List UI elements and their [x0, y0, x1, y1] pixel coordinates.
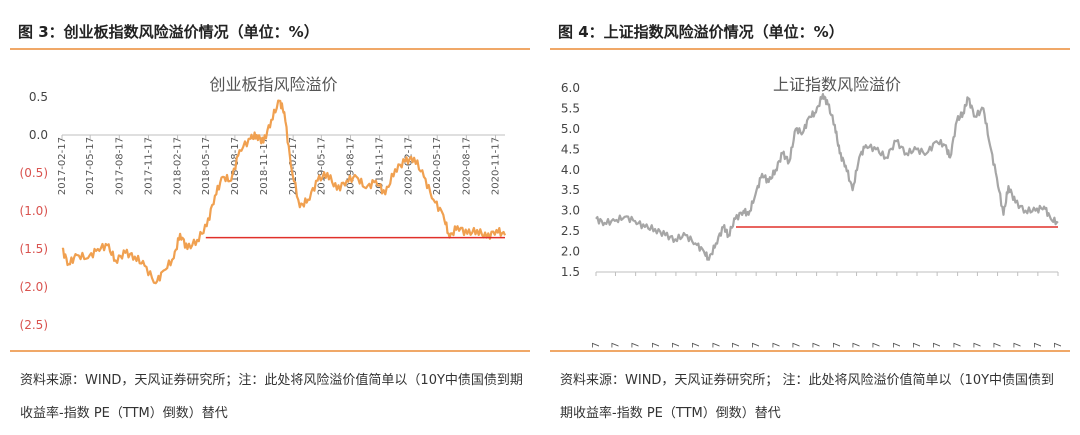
x-tick-label: 2017-06-17 — [631, 342, 642, 348]
x-tick-label: 2017-05-17 — [85, 137, 96, 195]
y-tick-label: (2.0) — [20, 280, 48, 294]
chart-title: 创业板指风险溢价 — [209, 75, 337, 94]
y-tick-label: 6.0 — [561, 81, 580, 95]
x-tick-label: 2018-11-17 — [259, 137, 270, 195]
y-tick-label: (2.5) — [20, 318, 48, 332]
y-tick-label: 5.5 — [561, 101, 580, 115]
x-tick-label: 2019-02-17 — [288, 137, 299, 195]
risk-premium-chart-sse: 上证指数风险溢价 1.5 2.0 2.5 3.0 3.5 4.0 4.5 5.0 5.5 6.0 20… — [561, 75, 1064, 348]
x-tick-label: 2018-02-17 — [712, 342, 723, 348]
caption-divider — [10, 48, 530, 50]
x-tick-label: 2019-05-17 — [316, 137, 327, 195]
x-tick-label: 2019-08-17 — [345, 137, 356, 195]
risk-premium-line — [61, 99, 507, 285]
y-tick-label: 5.0 — [561, 122, 580, 136]
x-tick-label: 2019-12-17 — [932, 342, 943, 348]
x-tick-label: 2018-10-17 — [791, 342, 802, 348]
x-tick-label: 2020-08-17 — [461, 137, 472, 195]
x-tick-label: 2018-12-17 — [812, 342, 823, 348]
x-tick-label: 2017-08-17 — [114, 137, 125, 195]
x-tick-label: 2019-11-17 — [375, 137, 386, 195]
x-tick-label: 2020-02-17 — [953, 342, 964, 348]
x-tick-label: 2020-06-17 — [993, 342, 1004, 348]
x-tick-label: 2018-05-17 — [201, 137, 212, 195]
x-tick-label: 2018-08-17 — [771, 342, 782, 348]
y-tick-label: 0.0 — [29, 128, 48, 142]
x-tick-label: 2019-02-17 — [832, 342, 843, 348]
x-tick-label: 2017-08-17 — [651, 342, 662, 348]
x-tick-label: 2020-04-17 — [972, 342, 983, 348]
x-tick-label: 2019-04-17 — [852, 342, 863, 348]
chart-title: 上证指数风险溢价 — [773, 75, 901, 94]
y-tick-label: 4.5 — [561, 142, 580, 156]
x-tick-label: 2018-06-17 — [751, 342, 762, 348]
source-divider — [550, 350, 1070, 352]
y-tick-label: (0.5) — [20, 166, 48, 180]
x-tick-label: 2020-05-17 — [432, 137, 443, 195]
x-tick-label: 2017-10-17 — [671, 342, 682, 348]
y-tick-label: 2.0 — [561, 245, 580, 259]
chart-panel-right: 图 4：上证指数风险溢价情况（单位：%） 上证指数风险溢价 1.5 2.0 2.5 3.… — [550, 0, 1070, 435]
figure-caption: 图 3：创业板指数风险溢价情况（单位：%） — [18, 23, 319, 41]
x-tick-label: 2019-06-17 — [872, 342, 883, 348]
x-tick-label: 2017-04-17 — [610, 342, 621, 348]
y-tick-label: 3.5 — [561, 183, 580, 197]
x-tick-label: 2020-08-17 — [1013, 342, 1024, 348]
x-tick-label: 2019-08-17 — [892, 342, 903, 348]
figure-caption: 图 4：上证指数风险溢价情况（单位：%） — [558, 23, 844, 41]
x-tick-label: 2017-02-17 — [591, 342, 602, 348]
x-tick-label: 2019-10-17 — [912, 342, 923, 348]
y-tick-label: 4.0 — [561, 163, 580, 177]
source-note: 资料来源：WIND，天风证券研究所；注：此处将风险溢价值简单以（10Y中债国债到… — [20, 373, 523, 421]
x-tick-label: 2020-11-17 — [491, 137, 502, 195]
x-tick-label: 2017-11-17 — [143, 137, 154, 195]
x-tick-label: 2018-04-17 — [731, 342, 742, 348]
caption-divider — [550, 48, 1070, 50]
y-tick-label: 1.5 — [561, 265, 580, 279]
y-tick-label: 3.0 — [561, 204, 580, 218]
source-divider — [10, 350, 530, 352]
risk-premium-chart-chinext: 创业板指风险溢价 0.5 0.0 (0.5) (1.0) (1.5) (2.0) (2.5) 2… — [20, 75, 507, 332]
x-tick-label: 2020-02-17 — [404, 137, 415, 195]
y-tick-label: 2.5 — [561, 224, 580, 238]
y-tick-label: (1.0) — [20, 204, 48, 218]
x-tick-label: 2020-12-17 — [1053, 342, 1064, 348]
chart-panel-left: 图 3：创业板指数风险溢价情况（单位：%） 创业板指风险溢价 0.5 0.0 (0.5… — [10, 0, 530, 435]
x-tick-label: 2018-02-17 — [173, 137, 184, 195]
x-tick-label: 2017-12-17 — [691, 342, 702, 348]
y-tick-label: (1.5) — [20, 242, 48, 256]
source-note: 资料来源：WIND，天风证券研究所； 注：此处将风险溢价值简单以（10Y中债国债… — [560, 373, 1055, 421]
x-tick-label: 2020-10-17 — [1033, 342, 1044, 348]
y-tick-label: 0.5 — [29, 90, 48, 104]
x-tick-label: 2017-02-17 — [57, 137, 68, 195]
risk-premium-line — [595, 93, 1059, 261]
